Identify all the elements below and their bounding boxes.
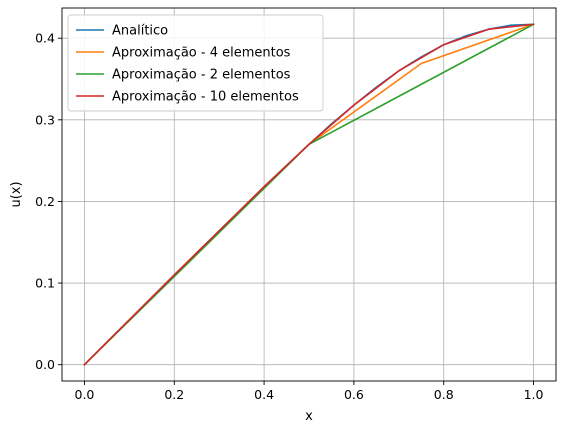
y-axis-label: u(x) (9, 181, 24, 207)
legend-label-3: Aproximação - 10 elementos (112, 90, 299, 105)
legend-box (67, 14, 324, 112)
series-line-3 (83, 23, 535, 366)
x-axis-label: x (305, 409, 313, 424)
x-tick-label: 1.0 (524, 387, 544, 402)
y-tick-label: 0.2 (35, 194, 55, 209)
legend-label-2: Aproximação - 2 elementos (112, 68, 291, 83)
legend: Analítico Aproximação - 4 elementos Aproxi… (67, 14, 324, 112)
y-tick-label: 0.3 (35, 112, 55, 127)
x-tick-label: 0.0 (75, 387, 95, 402)
x-tick-label: 0.4 (254, 387, 274, 402)
y-tick-label: 0.0 (35, 357, 55, 372)
x-tick-label: 0.6 (344, 387, 364, 402)
axis-ticks: 0.0 0.2 0.4 0.6 0.8 1.0 0.0 0.1 0.2 0.3 0.4 (35, 31, 543, 402)
plot-frame (61, 7, 557, 382)
y-tick-label: 0.1 (35, 276, 55, 291)
y-tick-label: 0.4 (35, 31, 55, 46)
x-tick-label: 0.2 (164, 387, 184, 402)
legend-label-1: Aproximação - 4 elementos (112, 46, 291, 61)
series-lines (83, 23, 535, 366)
legend-label-0: Analítico (112, 24, 168, 39)
x-tick-label: 0.8 (434, 387, 454, 402)
